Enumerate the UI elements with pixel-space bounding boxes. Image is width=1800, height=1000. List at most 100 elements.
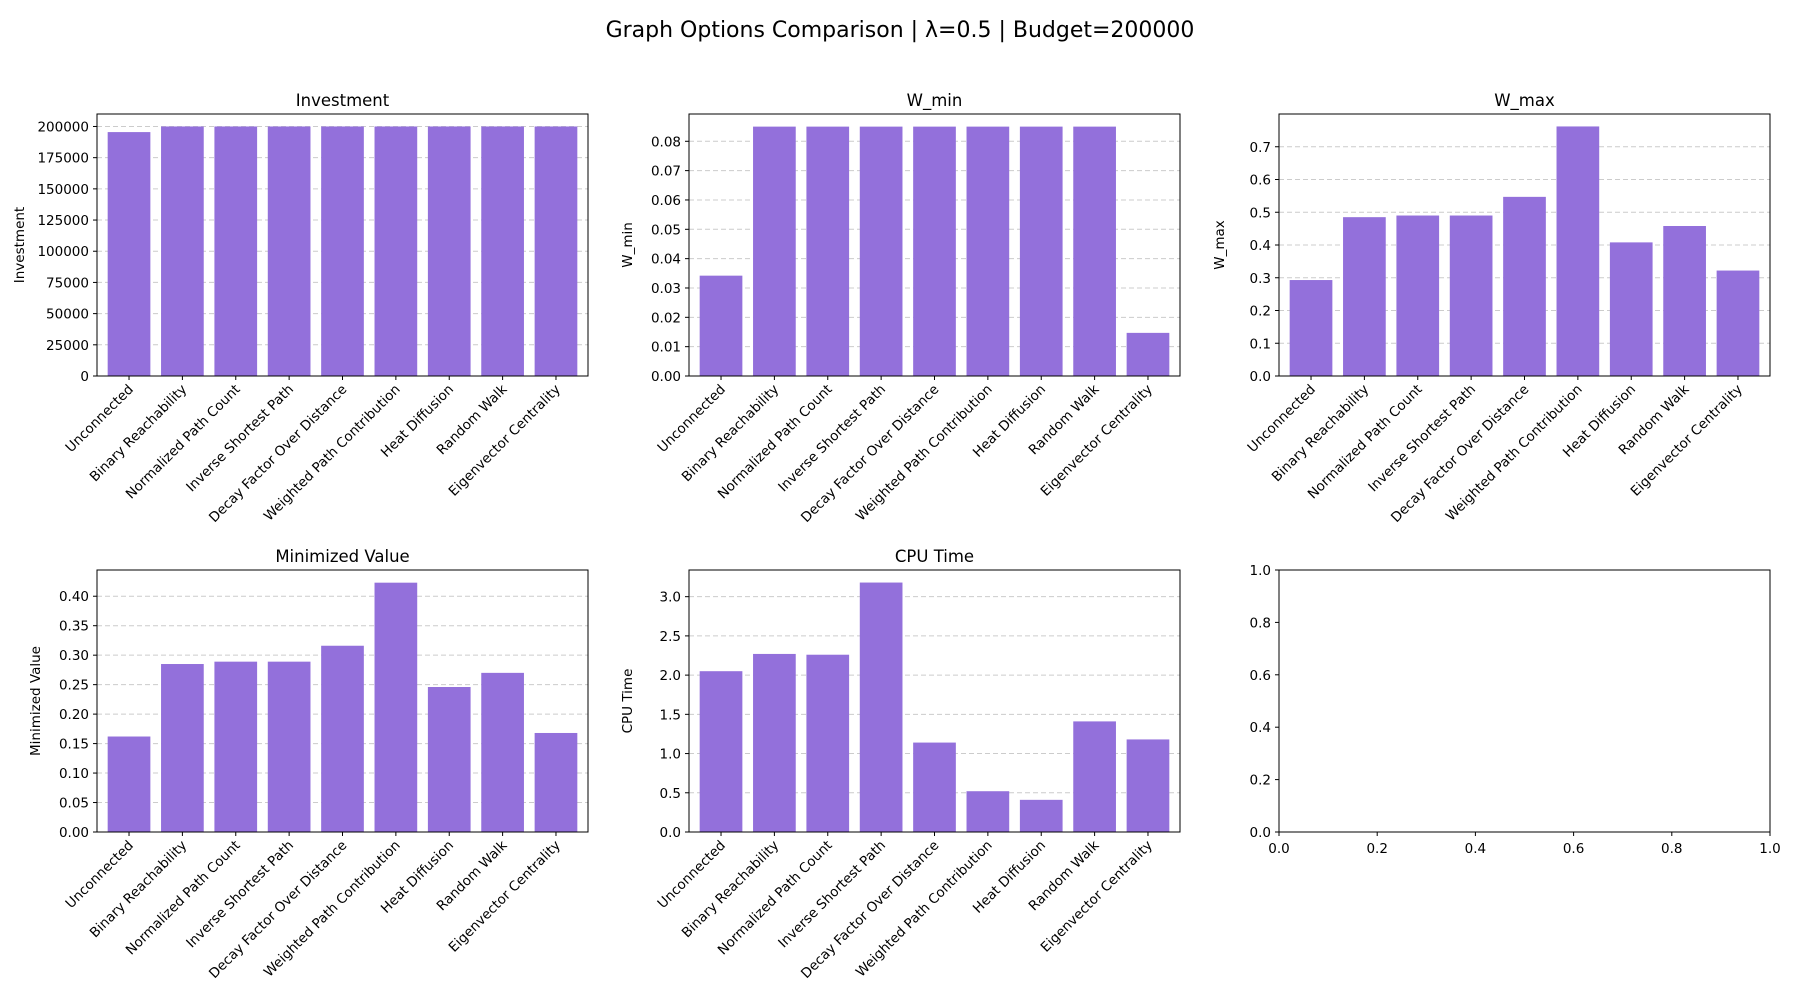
x-tick-label: Binary Reachability [1269,382,1373,486]
chart-panel-2: 0.000.010.020.030.040.050.060.070.08Unco… [620,91,1181,526]
y-tick-label: 175000 [37,151,89,167]
bar [1126,332,1170,376]
y-tick-label: 0.20 [59,707,89,723]
bar [1609,242,1653,376]
y-tick-label: 0.30 [59,648,89,664]
y-tick-label: 75000 [46,275,89,291]
y-tick-label: 0.25 [59,678,89,694]
x-tick-label: Inverse Shortest Path [775,838,889,952]
bar [966,791,1010,832]
y-tick-label: 0.06 [651,193,681,209]
bar [966,126,1010,376]
y-tick-label: 0.2 [1250,304,1271,320]
bar [913,742,956,832]
axes-frame [688,113,1181,377]
bar [107,736,151,832]
y-axis-label: Investment [12,207,28,283]
bar [481,672,524,832]
y-tick-label: 1.0 [1250,563,1271,579]
y-tick-label: 125000 [37,213,89,229]
y-tick-label: 0.1 [1250,336,1271,352]
bar [214,661,258,832]
y-tick-label: 3.0 [660,590,681,606]
bar [321,645,364,832]
bar [753,126,796,376]
bar [1019,126,1063,376]
bar [1556,126,1600,376]
y-tick-label: 0.6 [1250,173,1271,189]
y-tick-label: 1.0 [660,747,681,763]
y-tick-label: 0.03 [651,281,681,297]
y-tick-label: 0.04 [651,252,681,268]
y-tick-label: 50000 [46,307,89,323]
bar [1289,280,1333,376]
y-tick-label: 0.2 [1250,773,1271,789]
x-tick-label: Eigenvector Centrality [1038,382,1156,500]
bar [427,126,471,376]
y-tick-label: 1.5 [660,707,681,723]
x-tick-label: Inverse Shortest Path [1365,382,1479,496]
bar [214,126,258,376]
panel-title: CPU Time [895,547,974,566]
chart-panel-4: 0.000.050.100.150.200.250.300.350.40Unco… [28,547,589,982]
x-tick-label: Binary Reachability [679,838,783,942]
bar [1073,721,1116,832]
y-tick-label: 100000 [37,244,89,260]
panel-title: Minimized Value [275,547,409,566]
y-tick-label: 2.0 [660,668,681,684]
panels-container: 0 25000 50000 75000 100000 125000 150000 175000… [12,91,1781,982]
bar [859,582,903,832]
y-axis-label: CPU Time [620,669,636,734]
y-tick-label: 0.0 [1250,825,1271,841]
x-tick-label: Eigenvector Centrality [446,382,564,500]
bar [859,126,903,376]
y-tick-label: 0.5 [1250,205,1271,221]
x-tick-label: Inverse Shortest Path [183,838,297,952]
y-tick-label: 0.0 [1250,369,1271,385]
bar [481,126,524,376]
y-tick-label: 0.01 [651,340,681,356]
x-tick-label: 0.6 [1563,841,1584,857]
x-tick-label: Inverse Shortest Path [183,382,297,496]
axes-frame [96,569,589,833]
bar [534,126,578,376]
chart-panel-3: 0.00.10.20.30.40.50.60.7UnconnectedBinar… [1212,91,1771,526]
y-tick-label: 0.35 [59,619,89,635]
bar [321,126,364,376]
bar [267,126,311,376]
y-tick-label: 0.00 [651,369,681,385]
x-tick-label: Inverse Shortest Path [775,382,889,496]
x-tick-label: 0.0 [1268,841,1289,857]
bar [1126,739,1170,832]
y-tick-label: 0.02 [651,310,681,326]
y-tick-label: 0.05 [59,796,89,812]
y-tick-label: 0.4 [1250,238,1271,254]
bar [1503,196,1546,376]
y-tick-label: 0.3 [1250,271,1271,287]
bar [913,126,956,376]
y-tick-label: 0.10 [59,766,89,782]
figure-title: Graph Options Comparison | λ=0.5 | Budge… [606,18,1195,43]
x-tick-label: 0.8 [1661,841,1682,857]
bar [1716,270,1760,376]
axes-frame [1278,113,1771,377]
x-tick-label: Eigenvector Centrality [1038,838,1156,956]
x-tick-label: Eigenvector Centrality [446,838,564,956]
y-tick-label: 0.05 [651,222,681,238]
bar [806,654,850,832]
y-axis-label: W_max [1212,220,1228,270]
bar [427,687,471,832]
y-tick-label: 0.4 [1250,720,1271,736]
bar [534,732,578,832]
y-tick-label: 200000 [37,119,89,135]
bar [107,132,151,376]
y-tick-label: 0.6 [1250,668,1271,684]
bar [1396,215,1440,376]
bar [267,661,311,832]
y-tick-label: 150000 [37,182,89,198]
bar [374,582,418,832]
y-tick-label: 2.5 [660,629,681,645]
y-tick-label: 0.00 [59,825,89,841]
